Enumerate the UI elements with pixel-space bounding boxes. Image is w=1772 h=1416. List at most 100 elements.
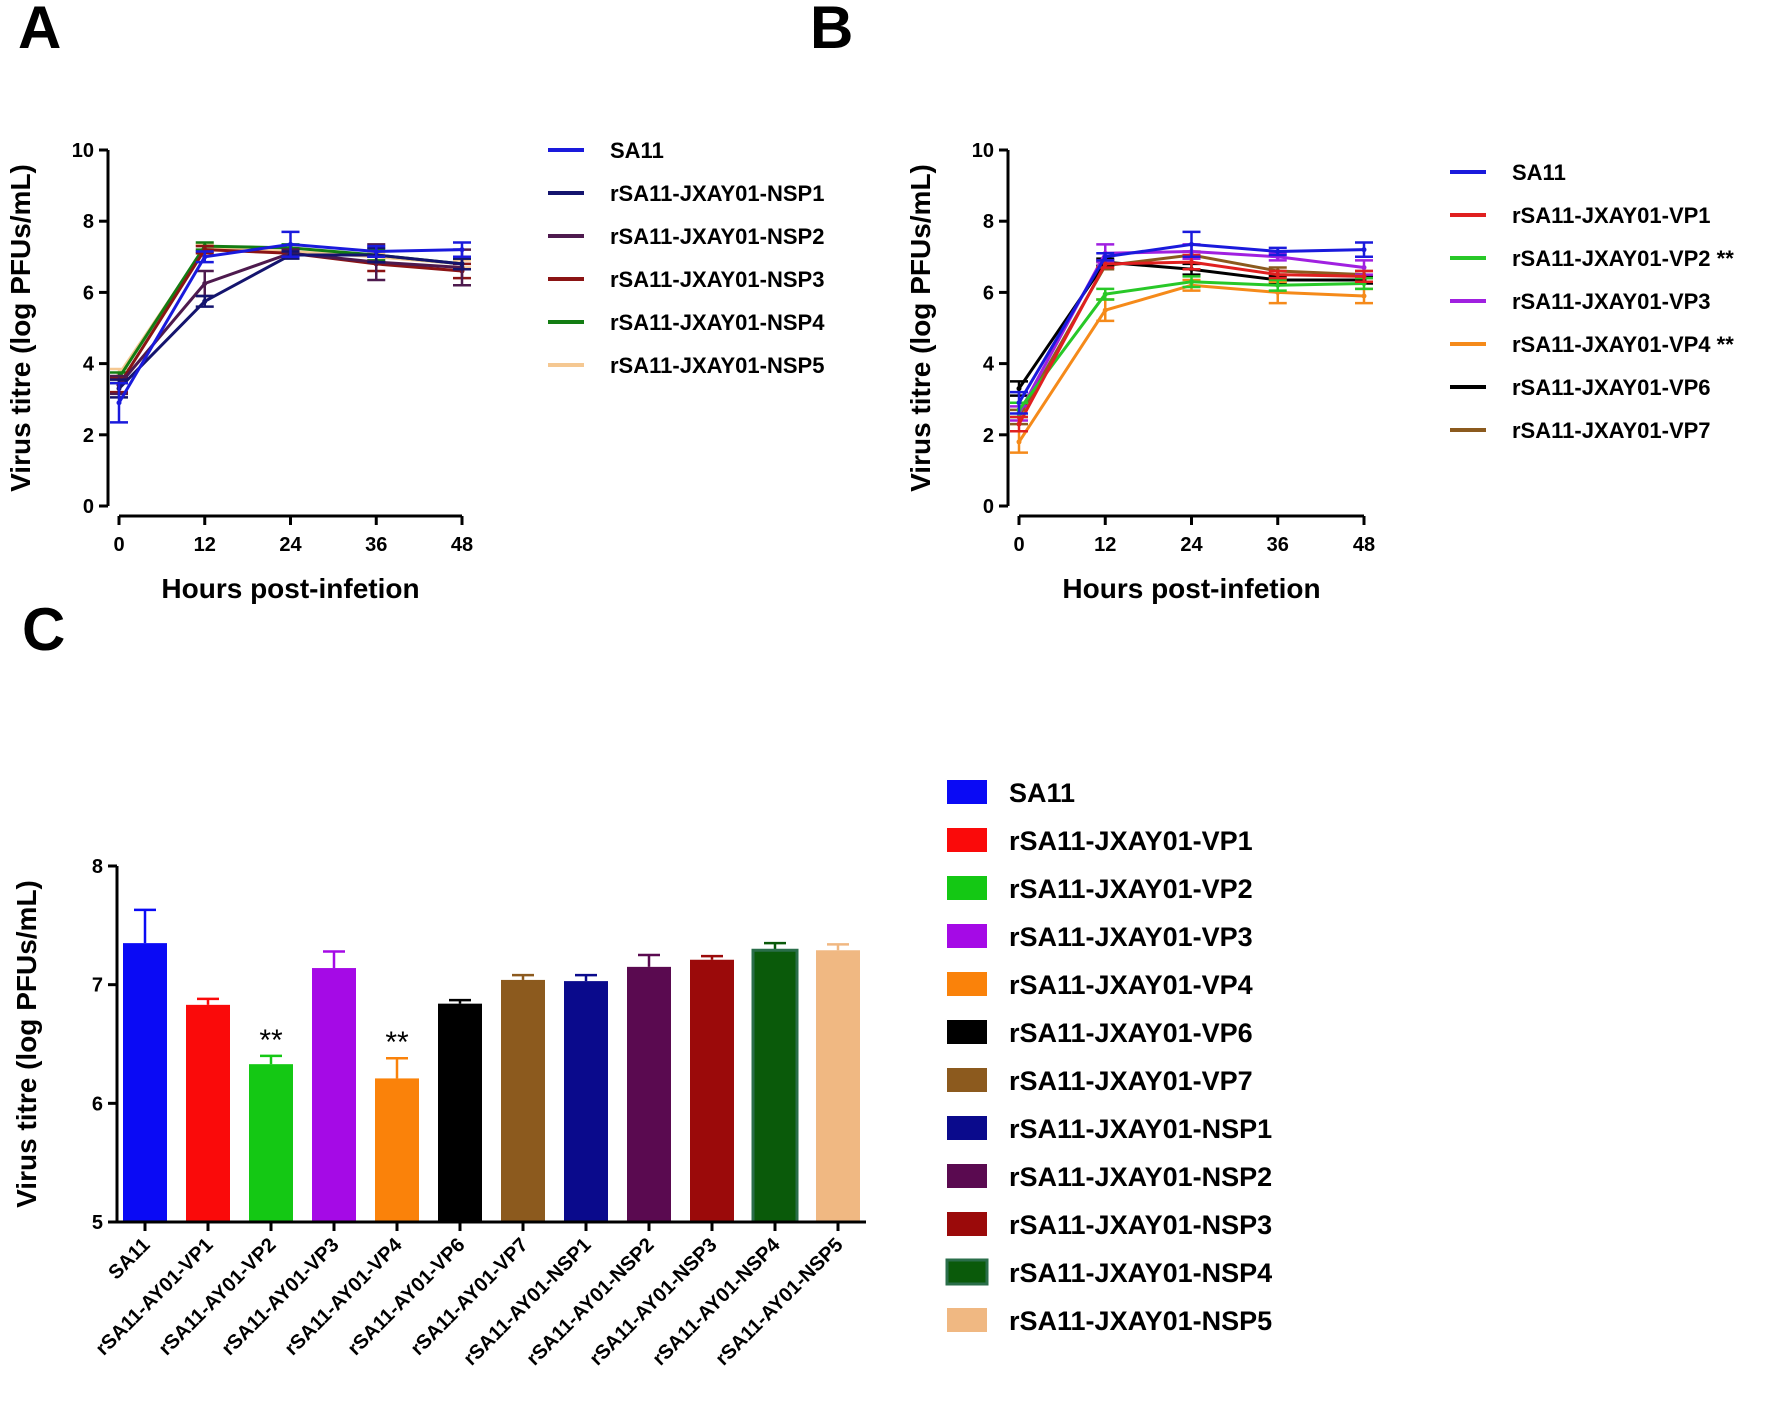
legend-label-rsa11-jxay01-nsp2: rSA11-JXAY01-NSP2 xyxy=(1009,1162,1272,1192)
y-tick-label: 7 xyxy=(92,975,103,997)
data-point xyxy=(1361,273,1367,279)
data-point xyxy=(1275,282,1281,288)
legend-label-rsa11-jxay01-nsp4: rSA11-JXAY01-NSP4 xyxy=(610,310,825,335)
significance-marker: ** xyxy=(385,1026,409,1059)
bar-rect xyxy=(501,979,545,1222)
bar-rect xyxy=(816,950,860,1222)
legend-swatch-rsa11-jxay01-nsp4 xyxy=(945,1258,989,1286)
series-rsa11-jxay01-vp4 xyxy=(1010,278,1373,454)
bar-rect xyxy=(186,1004,230,1222)
legend-label-rsa11-jxay01-vp2: rSA11-JXAY01-VP2 xyxy=(1009,874,1253,904)
legend-label-rsa11-jxay01-vp7: rSA11-JXAY01-VP7 xyxy=(1009,1066,1253,1096)
data-point xyxy=(202,298,208,304)
data-point xyxy=(1275,248,1281,254)
category-label: rSA11-AY01-VP3 xyxy=(218,1234,344,1360)
x-axis-title: Hours post-infetion xyxy=(161,573,419,604)
category-label: SA11 xyxy=(104,1234,154,1284)
y-tick-label: 4 xyxy=(983,354,995,376)
legend-label-rsa11-jxay01-vp3: rSA11-JXAY01-VP3 xyxy=(1512,289,1711,314)
data-point xyxy=(288,241,293,247)
category-label: rSA11-AY01-VP6 xyxy=(344,1234,470,1360)
legend-label-rsa11-jxay01-vp1: rSA11-JXAY01-VP1 xyxy=(1512,203,1711,228)
chart-b-legend: SA11 rSA11-JXAY01-VP1 rSA11-JXAY01-VP2 ** r… xyxy=(1450,160,1734,443)
category-label: rSA11-AY01-VP4 xyxy=(281,1233,408,1360)
legend-swatch-rsa11-jxay01-nsp3 xyxy=(947,1212,987,1236)
legend-label-rsa11-jxay01-nsp4: rSA11-JXAY01-NSP4 xyxy=(1009,1258,1272,1288)
x-tick-label: 0 xyxy=(1013,534,1024,556)
legend-label-rsa11-jxay01-vp2: rSA11-JXAY01-VP2 ** xyxy=(1512,246,1734,271)
legend-label-sa11: SA11 xyxy=(1009,778,1075,808)
bar-rect xyxy=(375,1078,419,1222)
y-axis-title: Virus titre (log PFUs/mL) xyxy=(5,164,36,492)
y-tick-label: 8 xyxy=(83,211,94,233)
legend-label-rsa11-jxay01-nsp1: rSA11-JXAY01-NSP1 xyxy=(1009,1114,1272,1144)
data-point xyxy=(1016,421,1022,427)
data-point xyxy=(373,248,379,254)
legend-label-rsa11-jxay01-nsp1: rSA11-JXAY01-NSP1 xyxy=(610,181,824,206)
legend-swatch-rsa11-jxay01-nsp2 xyxy=(947,1164,987,1188)
bar-rect xyxy=(690,959,734,1222)
x-tick-label: 36 xyxy=(1267,534,1289,556)
bar-rect xyxy=(312,968,356,1222)
bar-rect xyxy=(123,943,167,1222)
data-point xyxy=(1016,386,1022,392)
y-tick-label: 10 xyxy=(72,140,94,162)
data-point xyxy=(116,400,122,406)
legend-label-rsa11-jxay01-vp3: rSA11-JXAY01-VP3 xyxy=(1009,922,1253,952)
x-tick-label: 12 xyxy=(1094,534,1116,556)
x-tick-label: 0 xyxy=(113,534,124,556)
series-line xyxy=(1017,280,1365,411)
legend-label-rsa11-jxay01-nsp2: rSA11-JXAY01-NSP2 xyxy=(610,224,824,249)
chart-a-legend: SA11 rSA11-JXAY01-NSP1 rSA11-JXAY01-NSP2 rS… xyxy=(548,138,825,378)
y-tick-label: 10 xyxy=(972,140,994,162)
series-line xyxy=(117,251,463,386)
legend-swatch-rsa11-jxay01-vp2 xyxy=(947,876,987,900)
y-tick-label: 0 xyxy=(83,496,94,518)
data-point xyxy=(1016,400,1022,406)
series-sa11 xyxy=(110,230,471,424)
data-point xyxy=(1189,279,1194,285)
data-point xyxy=(1361,264,1367,270)
series-rsa11-jxay01-nsp3 xyxy=(110,244,471,394)
legend-label-rsa11-jxay01-vp1: rSA11-JXAY01-VP1 xyxy=(1009,826,1253,856)
x-axis-title: Hours post-infetion xyxy=(1062,573,1320,604)
category-label: rSA11-AY01-VP2 xyxy=(155,1234,281,1360)
legend-label-sa11: SA11 xyxy=(1512,160,1566,185)
legend-swatch-rsa11-jxay01-vp1 xyxy=(947,828,987,852)
bar-rect xyxy=(249,1064,293,1222)
panel-letter-a: A xyxy=(18,0,61,61)
bar-sa11: SA11 xyxy=(104,908,167,1284)
legend-label-rsa11-jxay01-vp4: rSA11-JXAY01-VP4 ** xyxy=(1512,332,1734,357)
legend-label-rsa11-jxay01-nsp5: rSA11-JXAY01-NSP5 xyxy=(1009,1306,1272,1336)
x-tick-label: 36 xyxy=(365,534,387,556)
legend-label-rsa11-jxay01-nsp5: rSA11-JXAY01-NSP5 xyxy=(610,353,824,378)
y-tick-label: 6 xyxy=(83,282,94,304)
data-point xyxy=(1275,272,1281,278)
y-axis-title: Virus titre (log PFUs/mL) xyxy=(905,164,936,492)
y-tick-label: 8 xyxy=(983,211,994,233)
y-tick-label: 0 xyxy=(983,496,994,518)
category-label: rSA11-AY01-VP7 xyxy=(407,1234,533,1360)
series-sa11 xyxy=(1010,230,1373,415)
x-tick-label: 24 xyxy=(279,534,302,556)
data-point xyxy=(1102,307,1108,313)
y-tick-label: 2 xyxy=(83,425,94,447)
legend-label-rsa11-jxay01-vp6: rSA11-JXAY01-VP6 xyxy=(1512,375,1711,400)
legend-label-sa11: SA11 xyxy=(610,138,664,163)
data-point xyxy=(1189,259,1194,265)
y-tick-label: 6 xyxy=(92,1093,103,1115)
chart-c: SA11rSA11-AY01-VP1**rSA11-AY01-VP2rSA11-… xyxy=(11,856,866,1370)
category-label: rSA11-AY01-VP1 xyxy=(92,1234,218,1360)
data-point xyxy=(1361,293,1367,299)
significance-marker: ** xyxy=(259,1024,283,1057)
y-axis-title: Virus titre (log PFUs/mL) xyxy=(11,880,42,1208)
y-tick-label: 6 xyxy=(983,282,994,304)
series-line xyxy=(1017,283,1365,443)
legend-swatch-rsa11-jxay01-vp7 xyxy=(947,1068,987,1092)
y-tick-label: 8 xyxy=(92,856,103,878)
data-point xyxy=(1102,261,1108,267)
y-tick-label: 2 xyxy=(983,425,994,447)
